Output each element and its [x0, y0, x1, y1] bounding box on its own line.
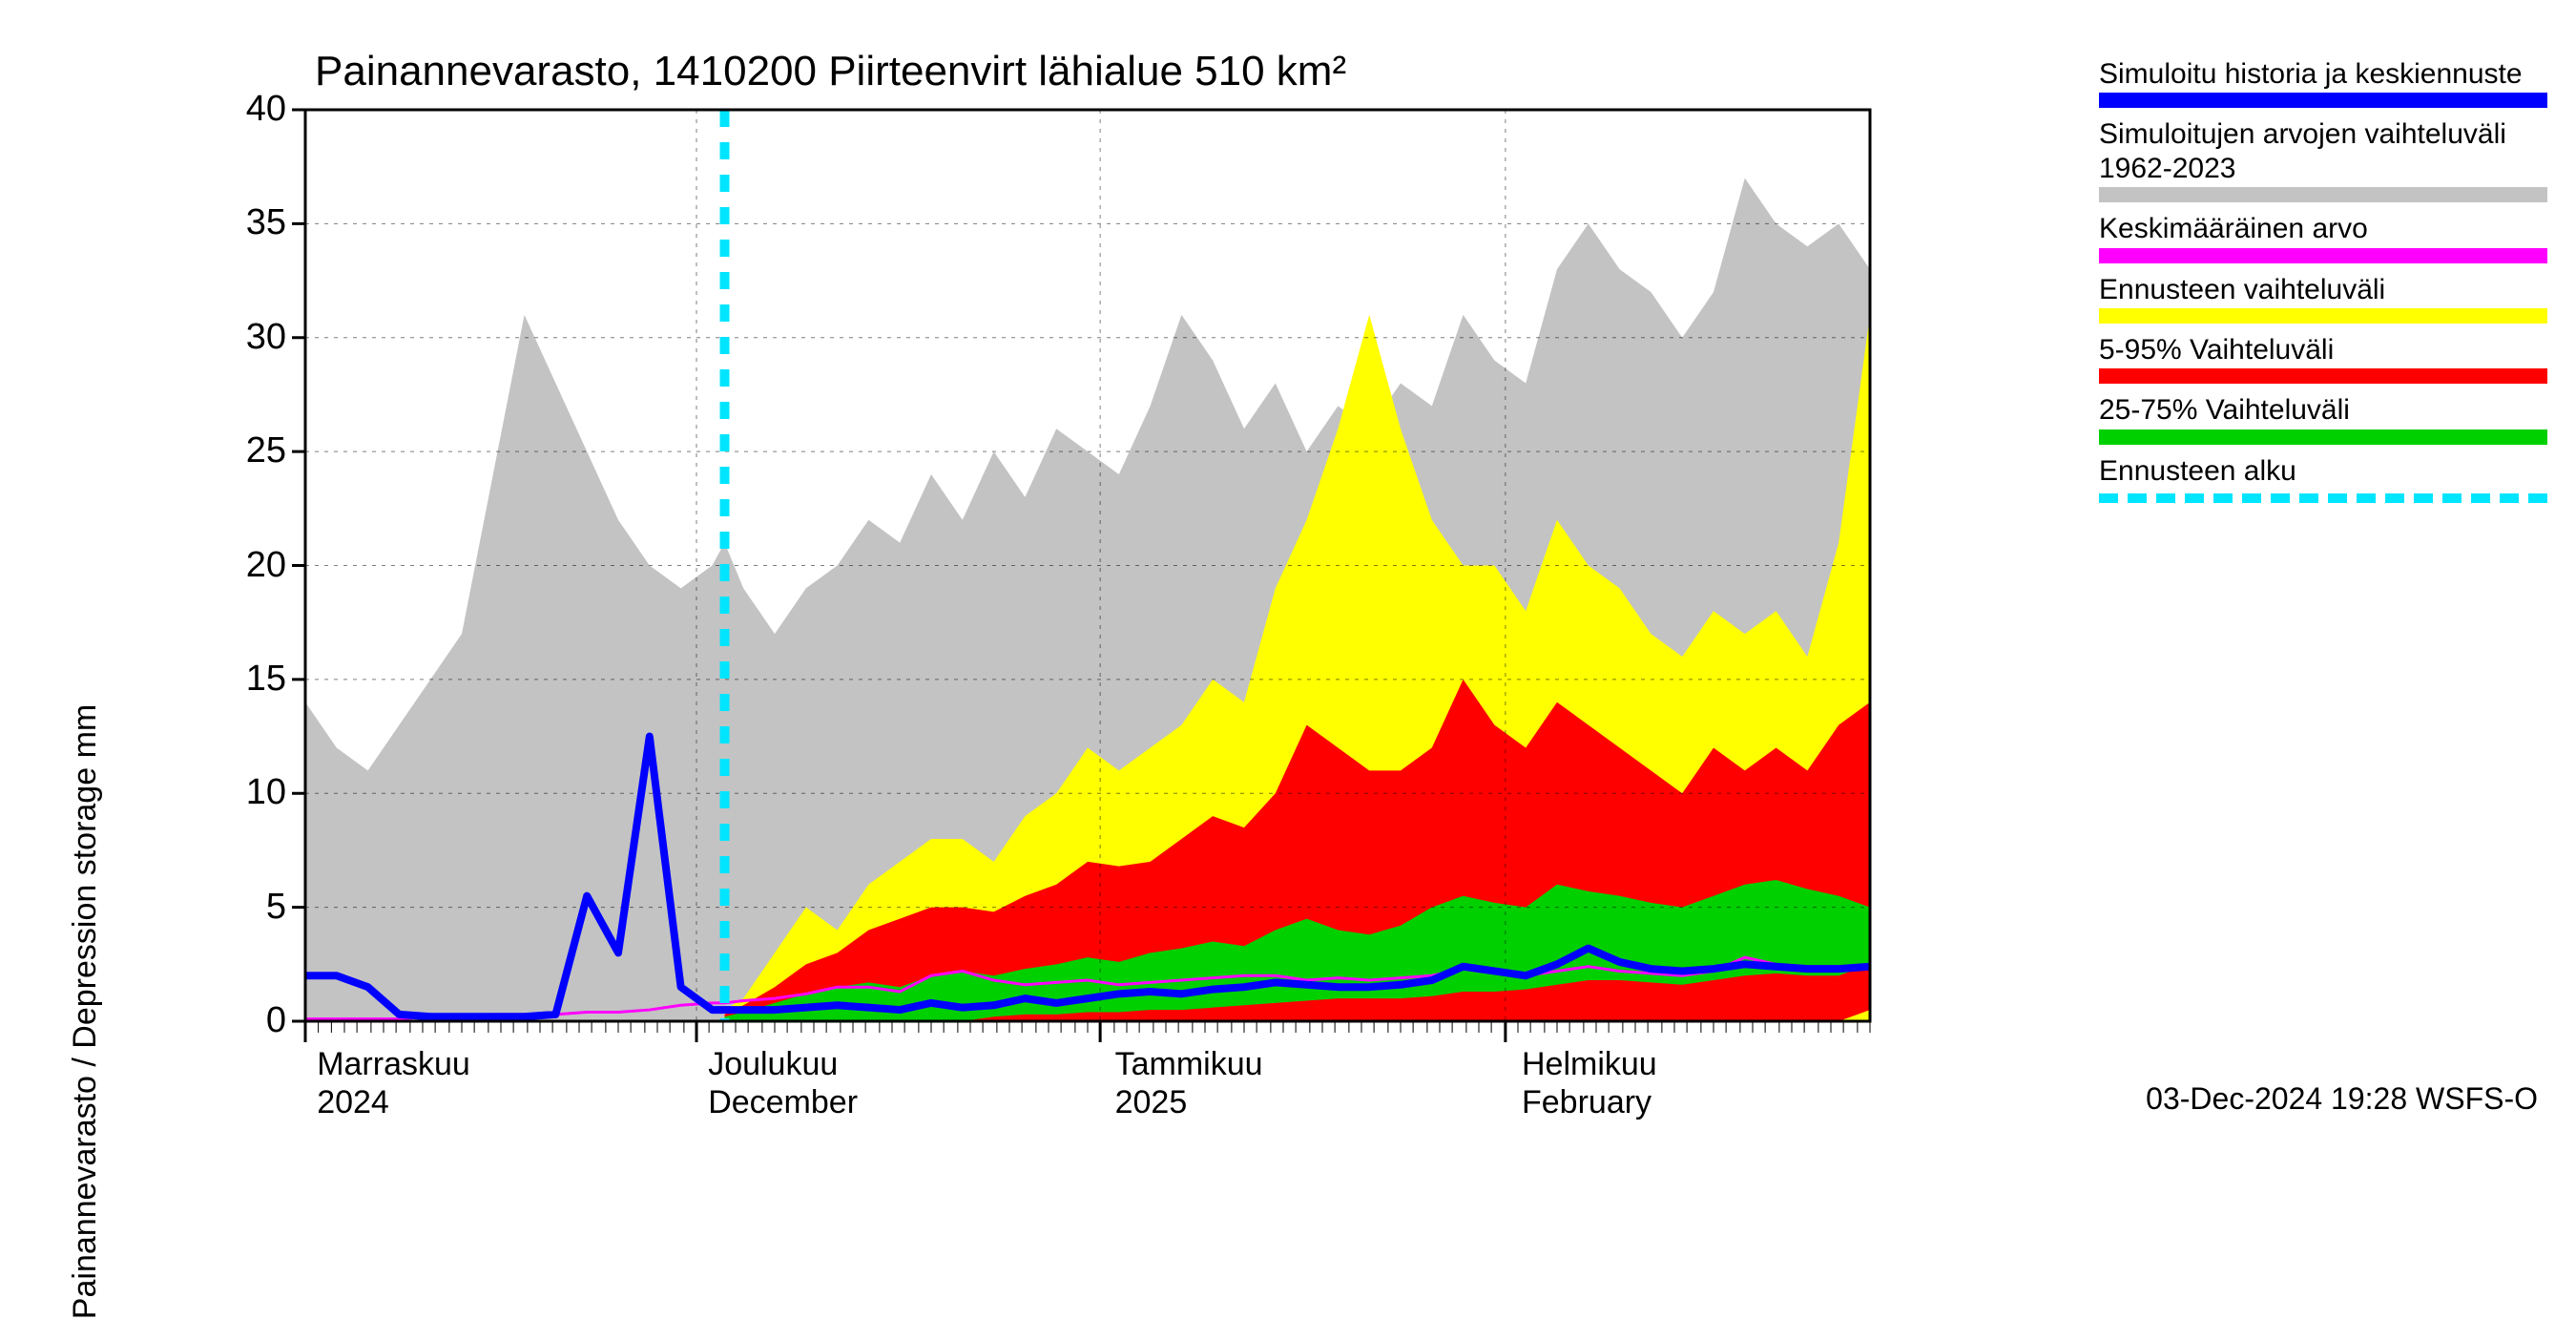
- legend-entry: Simuloitujen arvojen vaihteluväli 1962-2…: [2099, 117, 2547, 202]
- legend-label: Keskimääräinen arvo: [2099, 212, 2547, 245]
- y-tick-label: 15: [210, 659, 286, 700]
- x-month-top: Joulukuu: [708, 1046, 838, 1083]
- chart-container: Painannevarasto / Depression storage mm …: [0, 0, 2576, 1145]
- x-month-top: Helmikuu: [1522, 1046, 1657, 1083]
- y-tick-label: 0: [210, 1000, 286, 1041]
- legend-swatch: [2099, 308, 2547, 324]
- legend-entry: Keskimääräinen arvo: [2099, 212, 2547, 262]
- legend: Simuloitu historia ja keskiennuste Simulo…: [2099, 57, 2547, 513]
- legend-entry: Simuloitu historia ja keskiennuste: [2099, 57, 2547, 108]
- x-month-bottom: 2025: [1115, 1084, 1188, 1121]
- y-tick-label: 20: [210, 545, 286, 586]
- y-tick-label: 40: [210, 89, 286, 130]
- legend-swatch: [2099, 429, 2547, 445]
- legend-label: Simuloitujen arvojen vaihteluväli 1962-2…: [2099, 117, 2547, 185]
- y-tick-label: 10: [210, 772, 286, 813]
- legend-entry: 25-75% Vaihteluväli: [2099, 393, 2547, 444]
- legend-swatch: [2099, 493, 2547, 503]
- legend-swatch: [2099, 248, 2547, 263]
- legend-entry: Ennusteen vaihteluväli: [2099, 273, 2547, 324]
- legend-label: Ennusteen vaihteluväli: [2099, 273, 2547, 306]
- legend-swatch: [2099, 93, 2547, 108]
- y-tick-label: 25: [210, 430, 286, 471]
- y-tick-label: 30: [210, 317, 286, 358]
- y-tick-label: 35: [210, 202, 286, 243]
- y-tick-label: 5: [210, 887, 286, 928]
- timestamp-label: 03-Dec-2024 19:28 WSFS-O: [2146, 1081, 2538, 1117]
- x-month-top: Tammikuu: [1115, 1046, 1263, 1083]
- legend-label: 5-95% Vaihteluväli: [2099, 333, 2547, 366]
- x-month-bottom: December: [708, 1084, 858, 1121]
- legend-entry: 5-95% Vaihteluväli: [2099, 333, 2547, 384]
- legend-entry: Ennusteen alku: [2099, 454, 2547, 503]
- legend-swatch: [2099, 187, 2547, 202]
- x-month-bottom: February: [1522, 1084, 1652, 1121]
- chart-title: Painannevarasto, 1410200 Piirteenvirt lä…: [315, 48, 1346, 95]
- legend-label: Ennusteen alku: [2099, 454, 2547, 488]
- legend-swatch: [2099, 368, 2547, 384]
- x-month-top: Marraskuu: [317, 1046, 470, 1083]
- x-month-bottom: 2024: [317, 1084, 389, 1121]
- legend-label: 25-75% Vaihteluväli: [2099, 393, 2547, 427]
- legend-label: Simuloitu historia ja keskiennuste: [2099, 57, 2547, 91]
- y-axis-title: Painannevarasto / Depression storage mm: [67, 704, 104, 1319]
